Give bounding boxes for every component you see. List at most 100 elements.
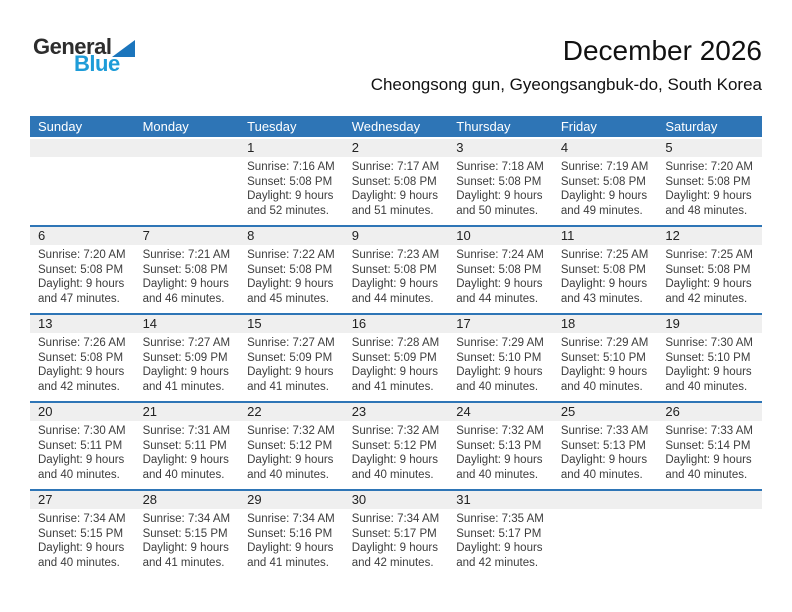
weekday-header-wednesday: Wednesday xyxy=(343,116,449,138)
day-details: Sunrise: 7:35 AM Sunset: 5:17 PM Daylight:… xyxy=(448,509,553,570)
day-number: 9 xyxy=(343,227,449,245)
daylight-text: Daylight: 9 hours and 41 minutes. xyxy=(142,542,229,569)
daylight-text: Daylight: 9 hours and 40 minutes. xyxy=(351,454,438,481)
day-details: Sunrise: 7:21 AM Sunset: 5:08 PM Daylight:… xyxy=(135,245,240,306)
sunrise-text: Sunrise: 7:33 AM xyxy=(665,425,753,437)
day-number: 7 xyxy=(134,227,240,245)
day-details: Sunrise: 7:32 AM Sunset: 5:13 PM Daylight:… xyxy=(448,421,553,482)
day-number: 16 xyxy=(343,315,449,333)
day-details: Sunrise: 7:33 AM Sunset: 5:14 PM Daylight:… xyxy=(657,421,762,482)
sunset-text: Sunset: 5:10 PM xyxy=(560,351,646,364)
daylight-text: Daylight: 9 hours and 44 minutes. xyxy=(456,278,543,305)
day-number: 8 xyxy=(239,227,344,245)
day-number-empty xyxy=(30,139,135,157)
sunset-text: Sunset: 5:09 PM xyxy=(247,351,333,364)
sunrise-text: Sunrise: 7:26 AM xyxy=(38,337,126,349)
daylight-text: Daylight: 9 hours and 40 minutes. xyxy=(665,366,752,393)
daylight-text: Daylight: 9 hours and 50 minutes. xyxy=(456,190,543,217)
sunset-text: Sunset: 5:15 PM xyxy=(38,527,124,540)
day-details: Sunrise: 7:25 AM Sunset: 5:08 PM Daylight:… xyxy=(657,245,762,306)
day-details: Sunrise: 7:23 AM Sunset: 5:08 PM Daylight:… xyxy=(344,245,449,306)
daylight-text: Daylight: 9 hours and 40 minutes. xyxy=(38,542,125,569)
day-details: Sunrise: 7:19 AM Sunset: 5:08 PM Daylight:… xyxy=(553,157,658,218)
day-number: 10 xyxy=(448,227,553,245)
sunset-text: Sunset: 5:16 PM xyxy=(247,527,333,540)
logo-text-blue: Blue xyxy=(74,51,120,76)
day-details: Sunrise: 7:28 AM Sunset: 5:09 PM Daylight:… xyxy=(344,333,449,394)
weekday-header-row: Sunday Monday Tuesday Wednesday Thursday Frid… xyxy=(30,116,762,138)
day-cell-20: 20 Sunrise: 7:30 AM Sunset: 5:11 PM Dayligh… xyxy=(30,401,135,490)
day-number-empty xyxy=(552,491,658,509)
day-cell-16: 16 Sunrise: 7:28 AM Sunset: 5:09 PM Dayligh… xyxy=(343,313,449,402)
day-number-empty xyxy=(134,139,240,157)
sunset-text: Sunset: 5:12 PM xyxy=(351,439,437,452)
daylight-text: Daylight: 9 hours and 40 minutes. xyxy=(38,454,125,481)
day-number: 30 xyxy=(343,491,449,509)
daylight-text: Daylight: 9 hours and 40 minutes. xyxy=(560,366,648,393)
sunrise-text: Sunrise: 7:18 AM xyxy=(456,161,544,173)
day-cell-12: 12 Sunrise: 7:25 AM Sunset: 5:08 PM Dayligh… xyxy=(657,225,762,314)
daylight-text: Daylight: 9 hours and 42 minutes. xyxy=(38,366,125,393)
day-details: Sunrise: 7:33 AM Sunset: 5:13 PM Daylight:… xyxy=(553,421,658,482)
day-details: Sunrise: 7:20 AM Sunset: 5:08 PM Daylight:… xyxy=(30,245,135,306)
day-number: 25 xyxy=(552,403,658,421)
day-cell-14: 14 Sunrise: 7:27 AM Sunset: 5:09 PM Dayligh… xyxy=(134,313,240,402)
week-row-5: 27 Sunrise: 7:34 AM Sunset: 5:15 PM Dayligh… xyxy=(30,489,762,577)
day-details: Sunrise: 7:34 AM Sunset: 5:15 PM Daylight:… xyxy=(30,509,135,570)
sunrise-text: Sunrise: 7:24 AM xyxy=(456,249,544,261)
weekday-header-tuesday: Tuesday xyxy=(239,116,344,138)
daylight-text: Daylight: 9 hours and 41 minutes. xyxy=(142,366,229,393)
day-number: 11 xyxy=(552,227,658,245)
day-details: Sunrise: 7:34 AM Sunset: 5:15 PM Daylight:… xyxy=(135,509,240,570)
weekday-header-sunday: Sunday xyxy=(30,116,135,138)
day-cell-5: 5 Sunrise: 7:20 AM Sunset: 5:08 PM Daylight… xyxy=(657,137,762,226)
week-row-3: 13 Sunrise: 7:26 AM Sunset: 5:08 PM Dayligh… xyxy=(30,313,762,402)
day-details: Sunrise: 7:30 AM Sunset: 5:10 PM Daylight:… xyxy=(657,333,762,394)
daylight-text: Daylight: 9 hours and 41 minutes. xyxy=(247,542,334,569)
day-cell-24: 24 Sunrise: 7:32 AM Sunset: 5:13 PM Dayligh… xyxy=(448,401,553,490)
day-cell-15: 15 Sunrise: 7:27 AM Sunset: 5:09 PM Dayligh… xyxy=(239,313,344,402)
week-row-2: 6 Sunrise: 7:20 AM Sunset: 5:08 PM Daylight… xyxy=(30,225,762,314)
day-details: Sunrise: 7:24 AM Sunset: 5:08 PM Daylight:… xyxy=(448,245,553,306)
day-details: Sunrise: 7:22 AM Sunset: 5:08 PM Daylight:… xyxy=(239,245,344,306)
logo-triangle-icon xyxy=(112,40,136,57)
sunset-text: Sunset: 5:14 PM xyxy=(665,439,751,452)
sunset-text: Sunset: 5:15 PM xyxy=(142,527,228,540)
day-number: 5 xyxy=(657,139,762,157)
weekday-header-saturday: Saturday xyxy=(657,116,762,138)
sunset-text: Sunset: 5:08 PM xyxy=(665,175,751,188)
day-number: 17 xyxy=(448,315,553,333)
day-cell-30: 30 Sunrise: 7:34 AM Sunset: 5:17 PM Dayligh… xyxy=(343,489,449,577)
daylight-text: Daylight: 9 hours and 40 minutes. xyxy=(456,454,543,481)
day-cell-13: 13 Sunrise: 7:26 AM Sunset: 5:08 PM Dayligh… xyxy=(30,313,135,402)
day-details: Sunrise: 7:32 AM Sunset: 5:12 PM Daylight:… xyxy=(239,421,344,482)
day-number: 1 xyxy=(239,139,344,157)
day-number: 14 xyxy=(134,315,240,333)
daylight-text: Daylight: 9 hours and 43 minutes. xyxy=(560,278,648,305)
day-cell-10: 10 Sunrise: 7:24 AM Sunset: 5:08 PM Dayligh… xyxy=(448,225,553,314)
daylight-text: Daylight: 9 hours and 42 minutes. xyxy=(351,542,438,569)
day-number: 31 xyxy=(448,491,553,509)
day-cell-2: 2 Sunrise: 7:17 AM Sunset: 5:08 PM Daylight… xyxy=(343,137,449,226)
week-row-1: 1 Sunrise: 7:16 AM Sunset: 5:08 PM Daylight… xyxy=(30,137,762,226)
day-number: 24 xyxy=(448,403,553,421)
day-number: 27 xyxy=(30,491,135,509)
sunset-text: Sunset: 5:08 PM xyxy=(38,351,124,364)
daylight-text: Daylight: 9 hours and 49 minutes. xyxy=(560,190,648,217)
sunset-text: Sunset: 5:11 PM xyxy=(38,439,123,452)
daylight-text: Daylight: 9 hours and 40 minutes. xyxy=(456,366,543,393)
day-number: 2 xyxy=(343,139,449,157)
sunset-text: Sunset: 5:11 PM xyxy=(142,439,227,452)
day-cell-18: 18 Sunrise: 7:29 AM Sunset: 5:10 PM Dayligh… xyxy=(552,313,658,402)
logo-text-general: General xyxy=(33,34,112,59)
sunrise-text: Sunrise: 7:21 AM xyxy=(142,249,231,261)
sunrise-text: Sunrise: 7:34 AM xyxy=(351,513,440,525)
daylight-text: Daylight: 9 hours and 40 minutes. xyxy=(665,454,752,481)
sunrise-text: Sunrise: 7:27 AM xyxy=(247,337,335,349)
day-details: Sunrise: 7:25 AM Sunset: 5:08 PM Daylight:… xyxy=(553,245,658,306)
day-cell-28: 28 Sunrise: 7:34 AM Sunset: 5:15 PM Dayligh… xyxy=(134,489,240,577)
sunset-text: Sunset: 5:13 PM xyxy=(560,439,646,452)
day-details: Sunrise: 7:29 AM Sunset: 5:10 PM Daylight:… xyxy=(448,333,553,394)
sunrise-text: Sunrise: 7:31 AM xyxy=(142,425,231,437)
